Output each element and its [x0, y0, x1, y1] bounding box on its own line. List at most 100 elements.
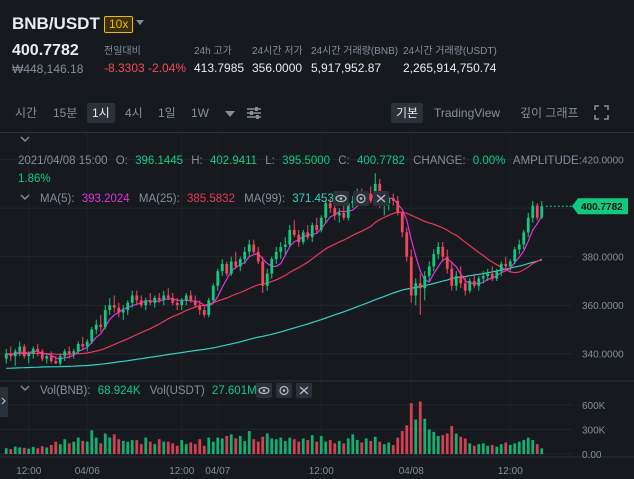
- volume-bar: [207, 437, 211, 454]
- ma-collapse-chevron-icon[interactable]: [20, 194, 30, 200]
- kline-chart-area[interactable]: 340.0000360.0000380.0000400.0000420.0000…: [0, 132, 634, 479]
- candle-body: [126, 302, 130, 311]
- candle-body: [261, 261, 265, 286]
- view-depth-tab[interactable]: 깊이 그래프: [520, 106, 579, 120]
- candle-body: [27, 353, 31, 357]
- ma5-label: MA(5):: [40, 193, 75, 205]
- ohlc-c-label: C:: [338, 155, 350, 167]
- volume-bar: [310, 435, 314, 454]
- volume-legend: Vol(BNB): 68.924K Vol(USDT) 27.601M: [0, 383, 312, 417]
- volume-bar: [540, 448, 544, 454]
- interval-time[interactable]: 시간: [15, 106, 38, 120]
- volume-bar: [459, 436, 463, 454]
- symbol-dropdown-icon[interactable]: [136, 20, 144, 25]
- chevron-right-icon[interactable]: [1, 397, 6, 405]
- candle-body: [153, 297, 157, 303]
- interval-more-chevron-down-icon[interactable]: [225, 111, 235, 117]
- ma-settings-icon[interactable]: [353, 191, 369, 206]
- view-basic-tab[interactable]: 기본: [391, 103, 424, 123]
- leverage-badge[interactable]: 10x: [104, 16, 134, 33]
- volume-bar: [189, 442, 193, 454]
- candle-body: [432, 254, 436, 267]
- candle-body: [211, 285, 215, 301]
- ma-close-icon[interactable]: [373, 191, 389, 206]
- volume-bar: [405, 425, 409, 454]
- volume-bar: [63, 439, 67, 454]
- volume-bar: [162, 441, 166, 454]
- interval-15m[interactable]: 15분: [53, 106, 78, 120]
- view-tradingview-tab[interactable]: TradingView: [434, 106, 501, 120]
- candle-body: [207, 300, 211, 315]
- volume-bar: [454, 433, 458, 454]
- candle-body: [117, 307, 121, 313]
- candle-body: [400, 212, 404, 233]
- candle-body: [495, 271, 499, 279]
- candle-body: [297, 234, 301, 243]
- volume-bar: [283, 440, 287, 454]
- candle-body: [139, 300, 143, 306]
- volume-collapse-chevron-icon[interactable]: [20, 385, 30, 391]
- volume-bar: [81, 440, 85, 454]
- volume-bar: [297, 441, 301, 454]
- volume-bar: [171, 443, 175, 454]
- candle-body: [45, 356, 49, 359]
- settings-sliders-icon[interactable]: [246, 106, 262, 120]
- volume-bar: [49, 444, 53, 454]
- vol-settings-icon[interactable]: [276, 383, 292, 398]
- candle-body: [508, 261, 512, 267]
- candle-body: [256, 251, 260, 262]
- volume-bar: [45, 447, 49, 454]
- stat-vol-bnb-label: 24시간 거래량(BNB): [311, 46, 399, 57]
- candle-body: [252, 244, 256, 252]
- candle-body: [36, 348, 40, 352]
- volume-bar: [508, 444, 512, 454]
- kline-chart-svg[interactable]: 340.0000360.0000380.0000400.0000420.0000…: [0, 133, 634, 479]
- candle-body: [463, 283, 467, 291]
- current-price-tag-text: 400.7782: [581, 202, 623, 213]
- candle-body: [409, 256, 413, 296]
- ohlc-legend: 2021/04/08 15:00 O: 396.1445 H: 402.9411…: [18, 136, 582, 185]
- vol-eye-icon[interactable]: [256, 383, 272, 398]
- stat-vol-usdt-label: 24시간 거래량(USDT): [403, 46, 497, 57]
- candle-body: [270, 259, 274, 274]
- market-header: BNB/USDT 10x 400.7782 ₩448,146.18 전일대비 -…: [0, 0, 634, 90]
- candle-body: [504, 263, 508, 267]
- symbol-pair[interactable]: BNB/USDT: [12, 14, 100, 33]
- volume-bar: [13, 446, 17, 454]
- interval-4h[interactable]: 4시: [125, 106, 143, 120]
- volume-bar: [54, 441, 58, 454]
- candle-body: [58, 356, 62, 364]
- candle-body: [162, 295, 166, 301]
- candle-body: [94, 324, 98, 330]
- volume-bar: [270, 438, 274, 454]
- fullscreen-icon[interactable]: [594, 105, 609, 120]
- stat-low-label: 24시간 저가: [252, 46, 303, 57]
- interval-1w[interactable]: 1W: [191, 106, 209, 120]
- candle-body: [112, 305, 116, 308]
- legend-collapse-chevron-icon[interactable]: [20, 136, 30, 142]
- volume-bar: [216, 437, 220, 454]
- stat-low-value: 356.0000: [252, 61, 303, 75]
- ohlc-high: 402.9411: [210, 155, 257, 167]
- candle-body: [243, 251, 247, 260]
- time-axis-label: 12:00: [309, 466, 334, 477]
- candle-body: [337, 212, 341, 216]
- stat-vol-usdt-value: 2,265,914,750.74: [403, 61, 497, 75]
- interval-1d[interactable]: 1일: [158, 106, 176, 120]
- candle-body: [499, 263, 503, 272]
- volume-bar: [355, 440, 359, 454]
- vol-close-icon[interactable]: [296, 383, 312, 398]
- candle-body: [4, 353, 8, 359]
- volume-bar: [328, 440, 332, 454]
- volume-bar: [238, 435, 242, 454]
- interval-1h[interactable]: 1시: [87, 103, 115, 123]
- volume-bar: [369, 440, 373, 454]
- candle-body: [103, 310, 107, 328]
- candle-body: [166, 295, 170, 298]
- volume-bar: [531, 440, 535, 454]
- ma-row: MA(5): 393.2024 MA(25): 385.5832 MA(99):…: [40, 193, 340, 205]
- volume-bar: [40, 446, 44, 454]
- ohlc-change-label: CHANGE:: [413, 155, 465, 167]
- ma-eye-icon[interactable]: [333, 191, 349, 206]
- volume-bar: [477, 444, 481, 454]
